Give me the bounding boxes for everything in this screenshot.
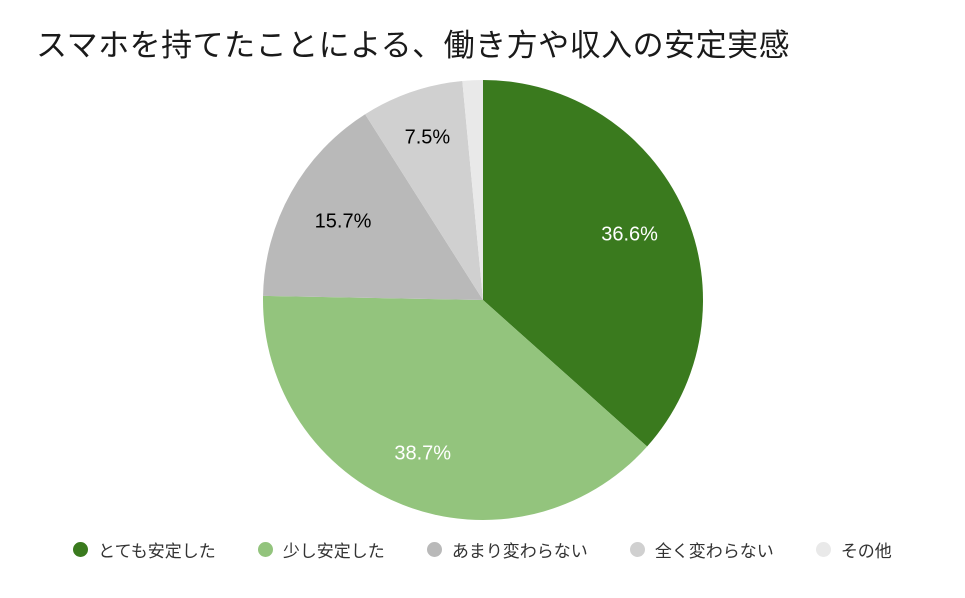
- legend-label-4: その他: [840, 541, 892, 561]
- legend-label-0: とても安定した: [98, 541, 216, 561]
- legend-item-3: 全く変わらない: [629, 537, 774, 562]
- legend-dot-2: [426, 541, 442, 557]
- legend-item-0: とても安定した: [73, 537, 216, 562]
- legend-dot-1: [257, 541, 273, 557]
- pie-slice-2: [263, 114, 483, 300]
- legend-label-2: あまり変わらない: [451, 541, 588, 561]
- legend-item-4: その他: [815, 537, 892, 562]
- legend: とても安定した 少し安定した あまり変わらない 全く変わらない その他: [0, 532, 965, 566]
- pie-slice-4: [462, 80, 483, 300]
- pie-slice-0: [483, 79, 704, 447]
- legend-dot-0: [73, 541, 89, 557]
- legend-item-1: 少し安定した: [257, 537, 385, 562]
- pie-slice-label-3: 7.5%: [405, 127, 451, 149]
- pie-slice-label-1: 38.7%: [394, 443, 451, 465]
- pie-slice-label-2: 15.7%: [315, 210, 372, 232]
- pie-slice-label-0: 36.6%: [601, 223, 658, 245]
- legend-dot-3: [629, 541, 645, 557]
- legend-label-3: 全く変わらない: [654, 541, 774, 561]
- pie-slice-1: [263, 295, 648, 520]
- chart-title: スマホを持てたことによる、働き方や収入の安定実感: [36, 28, 791, 63]
- pie-slice-3: [365, 80, 483, 300]
- legend-label-1: 少し安定した: [282, 541, 385, 561]
- legend-dot-4: [815, 541, 831, 557]
- legend-item-2: あまり変わらない: [426, 537, 588, 562]
